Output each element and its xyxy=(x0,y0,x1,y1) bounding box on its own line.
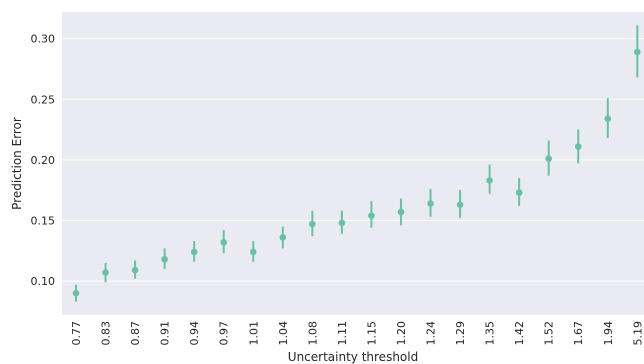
data-point xyxy=(456,201,464,209)
x-tick-label: 0.87 xyxy=(129,321,142,346)
x-tick-label: 1.52 xyxy=(543,321,556,346)
x-tick-label: 1.15 xyxy=(365,321,378,346)
x-tick-label: 0.91 xyxy=(159,321,172,346)
data-point xyxy=(279,234,287,241)
x-axis-ticks: 0.77 0.83 0.87 0.91 0.94 0.97 1.01 1.04 1.08 1.11… xyxy=(70,321,644,346)
x-tick-label: 1.11 xyxy=(336,321,349,346)
data-point xyxy=(515,189,523,196)
x-tick-label: 1.24 xyxy=(425,321,438,346)
data-point xyxy=(220,238,228,246)
y-tick-label: 0.10 xyxy=(31,275,56,288)
data-point xyxy=(574,143,582,150)
x-tick-label: 1.04 xyxy=(277,321,290,346)
data-point xyxy=(427,200,434,207)
data-point xyxy=(131,266,139,274)
plot-background xyxy=(62,12,644,315)
x-tick-label: 1.29 xyxy=(454,321,467,346)
data-point xyxy=(309,220,316,228)
y-axis-ticks: 0.10 0.15 0.20 0.25 0.30 xyxy=(31,33,56,288)
data-point xyxy=(486,177,493,184)
data-point xyxy=(368,212,375,219)
x-tick-label: 5.19 xyxy=(631,321,644,346)
x-tick-label: 1.08 xyxy=(306,321,319,346)
gridlines xyxy=(62,38,644,282)
x-tick-label: 1.01 xyxy=(247,321,260,346)
x-tick-label: 0.97 xyxy=(218,321,231,346)
y-tick-label: 0.30 xyxy=(31,33,56,46)
data-point xyxy=(397,208,405,216)
y-tick-label: 0.25 xyxy=(31,93,56,106)
x-tick-label: 1.94 xyxy=(602,321,615,346)
data-point xyxy=(190,248,198,256)
x-axis-label: Uncertainty threshold xyxy=(288,350,418,364)
data-point xyxy=(634,48,641,56)
data-point xyxy=(604,115,612,122)
data-point xyxy=(161,255,168,263)
data-points xyxy=(72,25,641,302)
y-tick-label: 0.20 xyxy=(31,154,56,167)
x-tick-label: 1.42 xyxy=(513,321,526,346)
x-tick-label: 0.94 xyxy=(188,321,201,346)
x-tick-label: 0.77 xyxy=(70,321,83,346)
data-point xyxy=(249,248,257,256)
data-point xyxy=(102,269,109,276)
data-point xyxy=(72,289,80,297)
y-axis-label: Prediction Error xyxy=(10,117,24,210)
x-tick-label: 1.35 xyxy=(484,321,497,346)
y-tick-label: 0.15 xyxy=(31,214,56,227)
x-tick-label: 1.67 xyxy=(572,321,585,346)
x-tick-label: 0.83 xyxy=(100,321,113,346)
x-tick-label: 1.20 xyxy=(395,321,408,346)
data-point xyxy=(338,219,346,227)
data-point xyxy=(545,155,552,162)
